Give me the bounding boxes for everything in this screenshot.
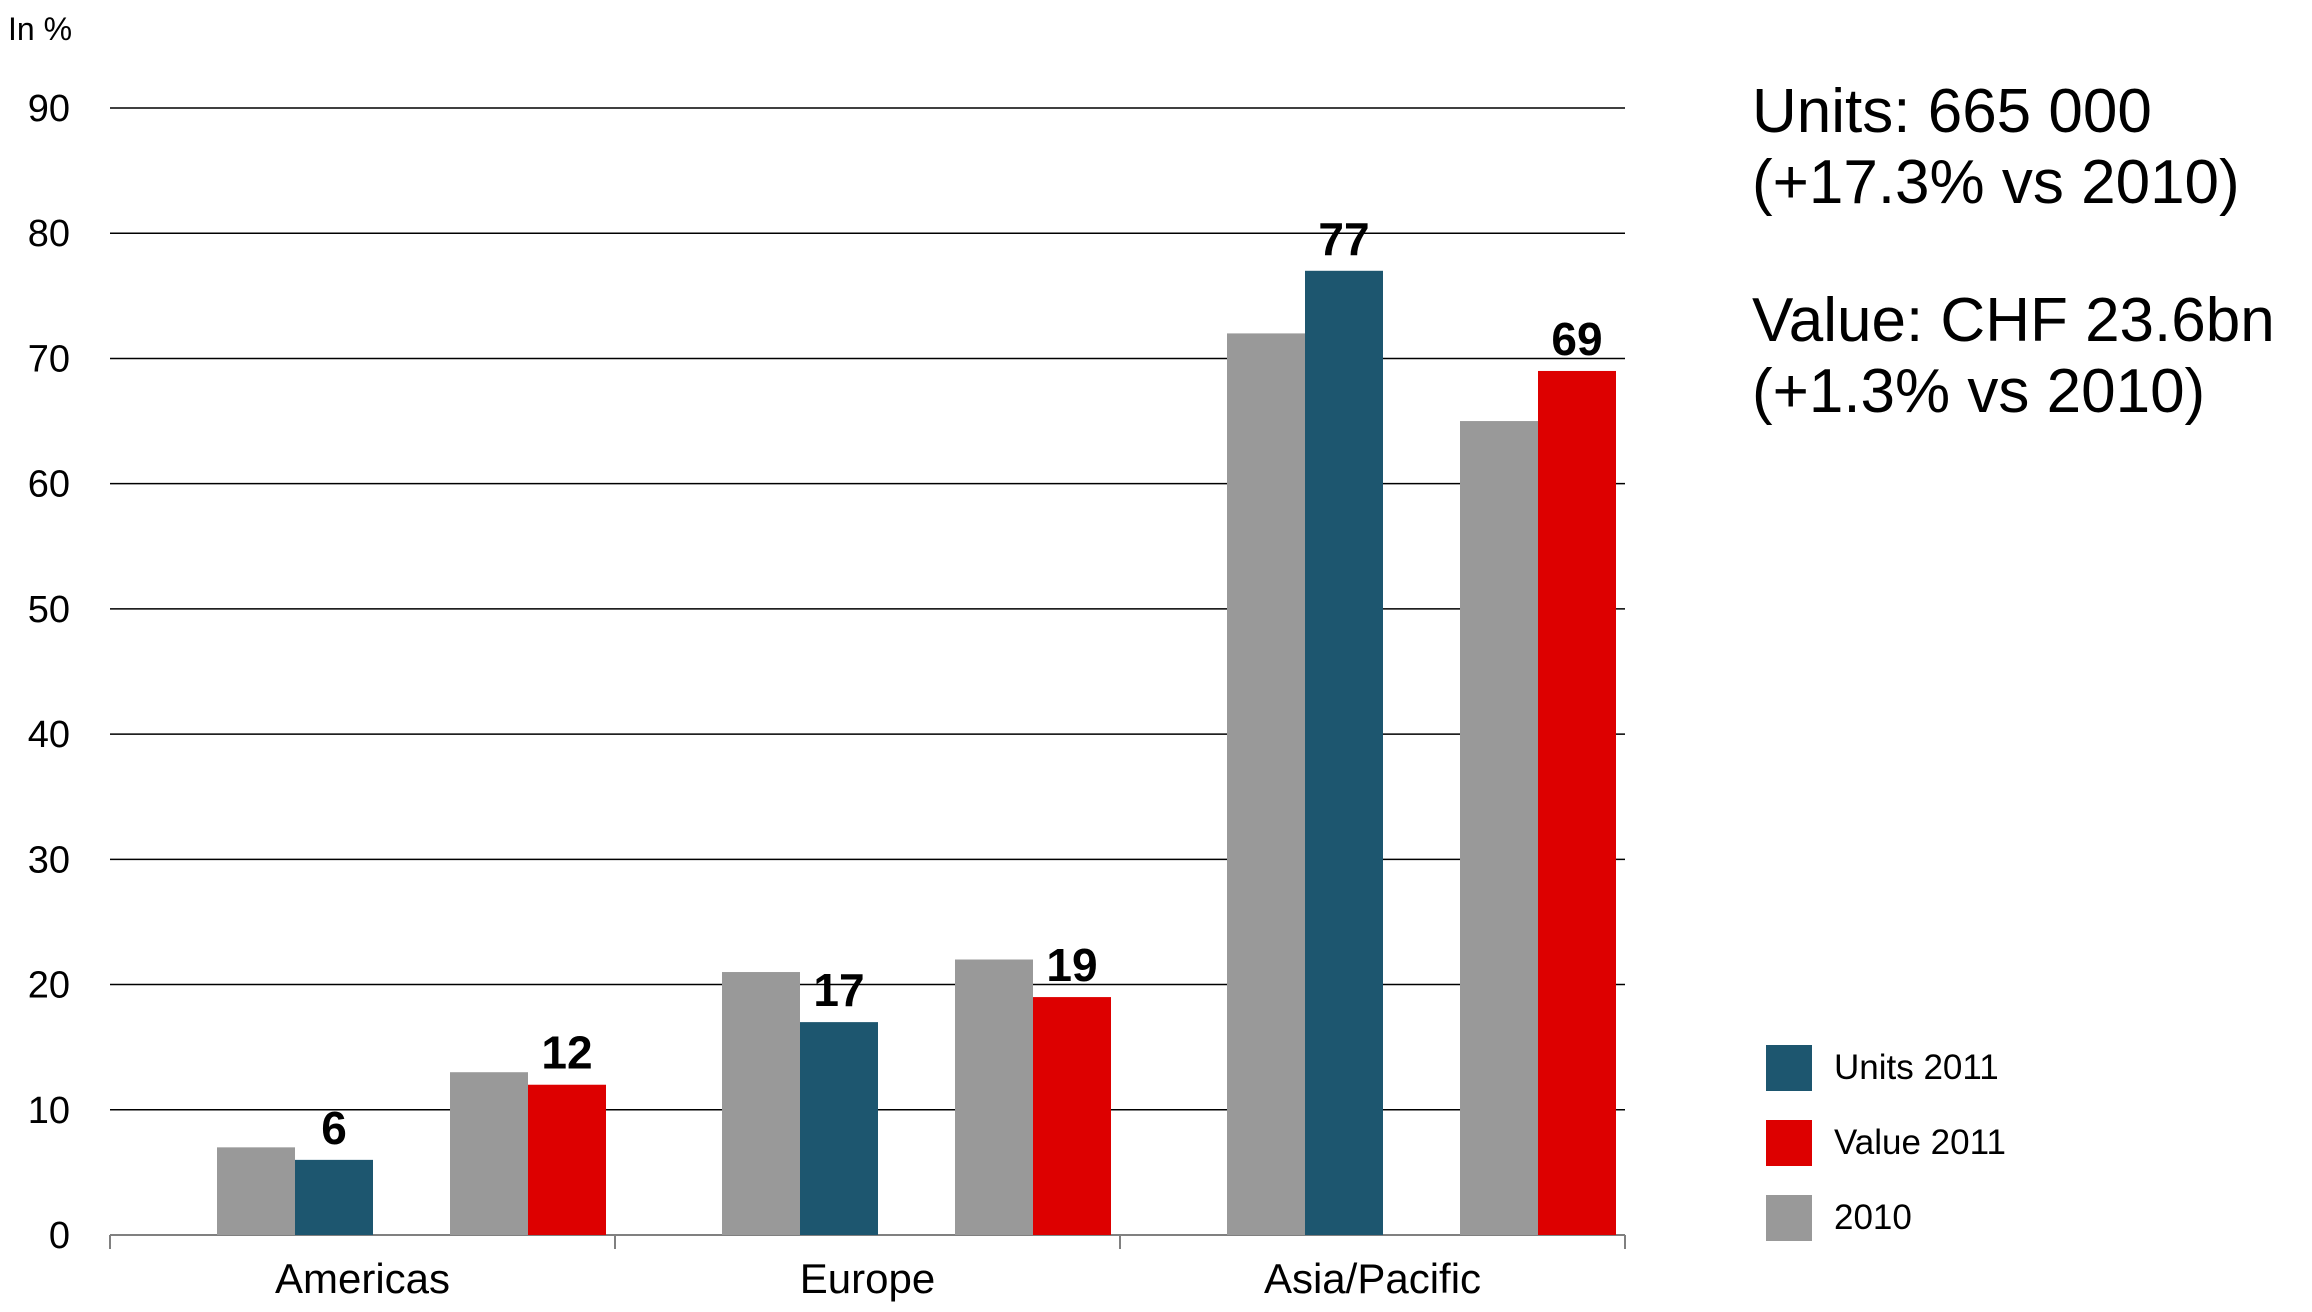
x-category-label: Asia/Pacific (1264, 1255, 1481, 1302)
value-summary-line1: Value: CHF 23.6bn (1752, 286, 2275, 355)
legend-swatch-units-2011 (1766, 1045, 1812, 1091)
y-tick-label: 30 (28, 839, 70, 881)
bar-2010-asia-pacific-value (1460, 421, 1538, 1235)
y-tick-label: 90 (28, 88, 70, 130)
value-summary-line2: (+1.3% vs 2010) (1752, 357, 2206, 426)
y-tick-label: 10 (28, 1090, 70, 1132)
chart-legend: Units 2011 Value 2011 2010 (1766, 1045, 2006, 1270)
value-summary: Value: CHF 23.6bn (+1.3% vs 2010) (1752, 285, 2275, 427)
bar-units-2011-asia-pacific (1305, 270, 1383, 1235)
legend-label-2010: 2010 (1834, 1198, 1912, 1237)
data-label-value-2011: 69 (1551, 313, 1602, 365)
y-tick-label: 20 (28, 965, 70, 1007)
units-summary: Units: 665 000 (+17.3% vs 2010) (1752, 76, 2240, 218)
bar-value-2011-americas (528, 1084, 606, 1235)
legend-swatch-value-2011 (1766, 1120, 1812, 1166)
data-label-units-2011: 6 (321, 1102, 347, 1154)
y-tick-label: 50 (28, 589, 70, 631)
legend-item-2010: 2010 (1766, 1195, 2006, 1241)
data-label-value-2011: 19 (1046, 939, 1097, 991)
x-category-label: Americas (275, 1255, 450, 1302)
bar-units-2011-americas (295, 1159, 373, 1235)
bar-2010-americas-units (217, 1147, 295, 1235)
bar-value-2011-europe (1033, 997, 1111, 1235)
data-label-units-2011: 77 (1318, 213, 1369, 265)
y-tick-label: 60 (28, 464, 70, 506)
bar-2010-europe-value (955, 959, 1033, 1235)
y-unit-label: In % (8, 11, 72, 47)
units-summary-line2: (+17.3% vs 2010) (1752, 148, 2240, 217)
x-category-label: Europe (800, 1255, 935, 1302)
y-tick-label: 80 (28, 213, 70, 255)
bar-2010-americas-value (450, 1072, 528, 1235)
data-label-units-2011: 17 (813, 964, 864, 1016)
bar-units-2011-europe (800, 1022, 878, 1235)
legend-item-value-2011: Value 2011 (1766, 1120, 2006, 1166)
bar-2010-europe-units (722, 972, 800, 1235)
bar-value-2011-asia-pacific (1538, 370, 1616, 1235)
y-tick-label: 40 (28, 714, 70, 756)
units-summary-line1: Units: 665 000 (1752, 77, 2152, 146)
legend-item-units-2011: Units 2011 (1766, 1045, 2006, 1091)
y-tick-label: 70 (28, 338, 70, 380)
y-tick-label: 0 (49, 1215, 70, 1257)
legend-swatch-2010 (1766, 1195, 1812, 1241)
legend-label-units-2011: Units 2011 (1834, 1048, 1999, 1087)
bar-chart: In % 0 10 20 30 40 50 60 70 80 90 6 12 Americas 17 19 Eu… (8, 11, 1626, 1302)
legend-label-value-2011: Value 2011 (1834, 1123, 2006, 1162)
data-label-value-2011: 12 (541, 1027, 592, 1079)
bar-2010-asia-pacific-units (1227, 333, 1305, 1235)
